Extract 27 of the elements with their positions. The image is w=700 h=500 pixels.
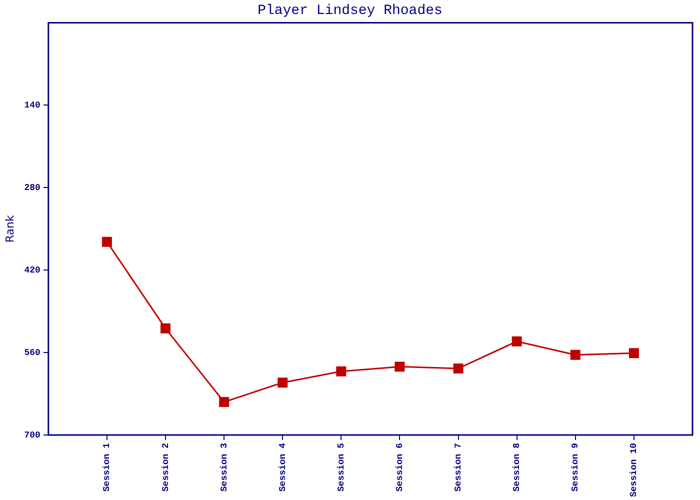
- point: [628, 348, 639, 358]
- chart-title: Player Lindsey Rhoades: [258, 3, 442, 20]
- x-tick-label: Session 4: [278, 442, 288, 492]
- point: [102, 236, 112, 247]
- x-tick-label: Session 1: [102, 442, 112, 492]
- point: [278, 378, 288, 388]
- x-tick-label: Session 8: [512, 442, 522, 492]
- y-tick-label: 560: [24, 348, 40, 358]
- y-tick-label: 420: [24, 265, 40, 276]
- x-tick-label: Session 3: [219, 442, 230, 492]
- point: [512, 336, 522, 346]
- point: [219, 397, 230, 408]
- x-tick-label: Session 7: [454, 442, 464, 492]
- y-tick-label: 280: [24, 182, 40, 193]
- point: [453, 363, 464, 374]
- x-tick-label: Session 2: [160, 442, 171, 492]
- x-tick-label: Session 10: [629, 442, 640, 498]
- y-tick-label: 700: [24, 430, 40, 440]
- y-axis-title: Rank: [3, 214, 16, 243]
- point: [394, 362, 405, 372]
- y-tick-label: 140: [24, 100, 40, 111]
- x-tick-label: Session 5: [336, 442, 346, 492]
- point: [570, 350, 580, 360]
- point: [336, 366, 346, 376]
- x-tick-label: Session 9: [570, 442, 581, 492]
- x-tick-label: Session 6: [394, 442, 405, 492]
- point: [160, 323, 171, 334]
